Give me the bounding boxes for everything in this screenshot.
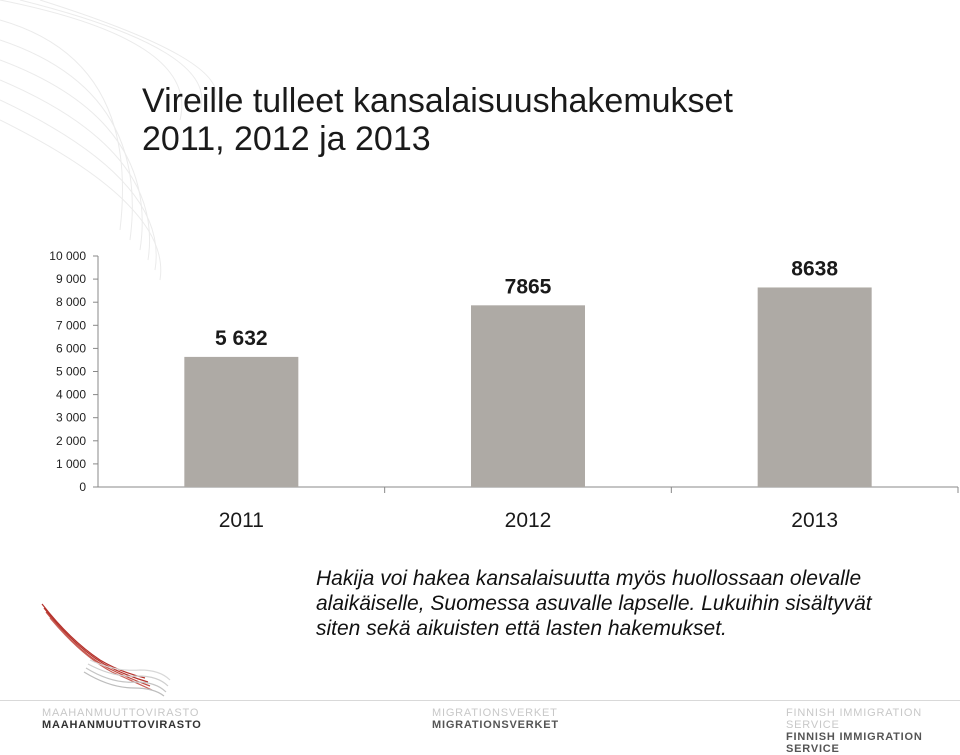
data-label-2011: 5 632 [215,327,268,350]
bar-2012 [471,305,585,487]
y-tick-label: 7 000 [56,318,86,332]
x-tick-label-2013: 2013 [791,509,838,532]
footer-divider [0,700,960,701]
footer-logo-maahanmuuttovirasto: MAAHANMUUTTOVIRASTO MAAHANMUUTTOVIRASTO [42,707,202,731]
footer-logo-finnish-immigration-service: FINNISH IMMIGRATION SERVICE FINNISH IMMI… [786,707,960,755]
y-tick-label: 3 000 [56,411,86,425]
x-tick-label-2011: 2011 [219,509,264,532]
y-tick-label: 6 000 [56,341,86,355]
footer-logo-mid-ghost: MIGRATIONSVERKET [432,707,558,719]
data-label-2013: 8638 [791,257,838,280]
page-title: Vireille tulleet kansalaisuushakemukset … [142,82,733,158]
y-tick-label: 5 000 [56,365,86,379]
y-tick-label: 0 [79,480,86,494]
swallow-logo-icon [41,603,171,697]
y-tick-label: 2 000 [56,434,86,448]
footer-logo-right-ghost: FINNISH IMMIGRATION SERVICE [786,707,922,731]
y-tick-label: 10 000 [49,249,86,263]
x-tick-label-2012: 2012 [505,509,552,532]
footer-logo-right-text: FINNISH IMMIGRATION SERVICE [786,731,923,755]
y-tick-label: 9 000 [56,272,86,286]
bar-2011 [184,356,299,487]
y-tick-label: 1 000 [56,457,86,471]
footer-logo-left-text: MAAHANMUUTTOVIRASTO [42,719,202,731]
footer-logo-migrationsverket: MIGRATIONSVERKET MIGRATIONSVERKET [432,707,559,731]
bar-2013 [757,287,872,487]
y-tick-label: 4 000 [56,388,86,402]
bar-chart: 0 1 000 2 000 3 000 4 000 5 000 6 000 7 000 8 00… [49,249,959,532]
footnote-text: Hakija voi hakea kansalaisuutta myös huo… [316,567,872,640]
y-tick-label: 8 000 [56,295,86,309]
footer-logo-left-ghost: MAAHANMUUTTOVIRASTO [42,707,200,719]
page-title-line1: Vireille tulleet kansalaisuushakemukset [142,82,733,120]
page-title-line2: 2011, 2012 ja 2013 [142,120,431,158]
data-label-2012: 7865 [505,275,552,298]
footer-logo-mid-text: MIGRATIONSVERKET [432,719,559,731]
